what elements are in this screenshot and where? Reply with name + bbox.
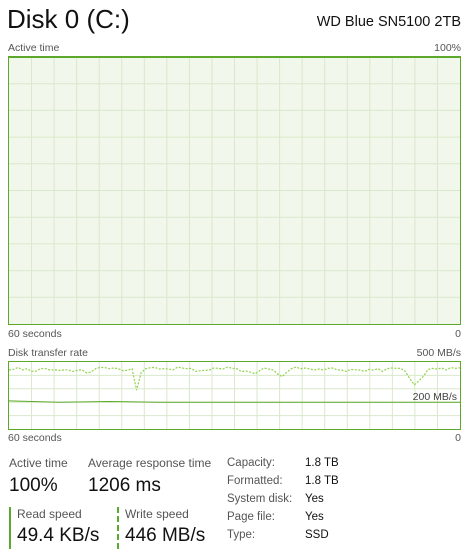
active-time-stat-value: 100%	[9, 475, 58, 496]
property-key: System disk:	[227, 493, 293, 505]
active-time-graph	[9, 57, 460, 324]
property-value: 1.8 TB	[305, 475, 339, 487]
property-value: 1.8 TB	[305, 457, 339, 469]
active-time-x-label: 60 seconds	[8, 328, 62, 340]
property-value: Yes	[305, 511, 324, 523]
read-speed-line	[9, 400, 460, 403]
active-time-label: Active time	[8, 42, 60, 54]
transfer-rate-graph: 200 MB/s	[9, 362, 460, 429]
disk-model: WD Blue SN5100 2TB	[316, 14, 461, 30]
property-value: SSD	[305, 529, 329, 541]
transfer-rate-x-label: 60 seconds	[8, 432, 62, 444]
read-speed-legend-bar	[9, 507, 11, 549]
disk-properties: Capacity: 1.8 TB Formatted: 1.8 TB System di…	[227, 455, 339, 543]
transfer-rate-min-label: 0	[455, 432, 461, 444]
scale-reference-label: 200 MB/s	[413, 391, 457, 403]
write-speed-line	[9, 366, 460, 391]
read-speed-stat-label: Read speed	[17, 507, 82, 521]
active-time-min-label: 0	[455, 328, 461, 340]
active-time-chart	[8, 56, 461, 325]
property-key: Capacity:	[227, 457, 275, 469]
property-key: Formatted:	[227, 475, 283, 487]
property-key: Page file:	[227, 511, 275, 523]
page-title: Disk 0 (C:)	[7, 4, 130, 34]
write-speed-legend-bar	[117, 507, 119, 549]
transfer-rate-label: Disk transfer rate	[8, 347, 88, 359]
write-speed-stat-value: 446 MB/s	[125, 525, 206, 546]
transfer-rate-chart: 200 MB/s	[8, 361, 461, 430]
transfer-rate-max-label: 500 MB/s	[416, 347, 461, 359]
write-speed-stat-label: Write speed	[125, 507, 189, 521]
property-value: Yes	[305, 493, 324, 505]
avg-response-stat-value: 1206 ms	[88, 475, 161, 496]
active-time-max-label: 100%	[434, 42, 461, 54]
active-time-stat-label: Active time	[9, 456, 68, 470]
read-speed-stat-value: 49.4 KB/s	[17, 525, 100, 546]
avg-response-stat-label: Average response time	[88, 456, 212, 470]
property-key: Type:	[227, 529, 256, 541]
